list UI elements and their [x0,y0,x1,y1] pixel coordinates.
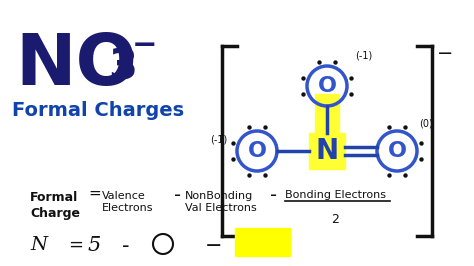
Text: (0): (0) [419,118,433,128]
Text: N: N [315,137,338,165]
Text: O: O [388,141,407,161]
Text: 5: 5 [88,236,101,255]
Text: (-1): (-1) [210,134,227,144]
Text: NonBonding
Val Electrons: NonBonding Val Electrons [185,191,257,213]
Text: Formal Charges: Formal Charges [12,101,184,120]
Text: -: - [270,186,277,205]
Text: Bonding Electrons: Bonding Electrons [285,190,386,200]
Bar [309,133,345,169]
Text: -: - [122,236,129,256]
Text: −: − [132,31,157,60]
Text: (-1): (-1) [355,51,372,61]
Text: NO: NO [15,31,137,100]
Text: =: = [88,186,101,201]
Text: 2: 2 [331,213,339,226]
Text: −: − [205,236,222,256]
Text: 3: 3 [108,46,137,88]
Text: O: O [318,76,337,96]
Text: O: O [247,141,266,161]
Bar [315,94,339,143]
Text: =: = [68,236,83,254]
Text: N: N [30,236,47,254]
Text: Formal
Charge: Formal Charge [30,191,80,220]
Bar [235,228,290,256]
Text: −: − [437,44,453,63]
Text: -: - [174,186,181,205]
Text: Valence
Electrons: Valence Electrons [102,191,154,213]
